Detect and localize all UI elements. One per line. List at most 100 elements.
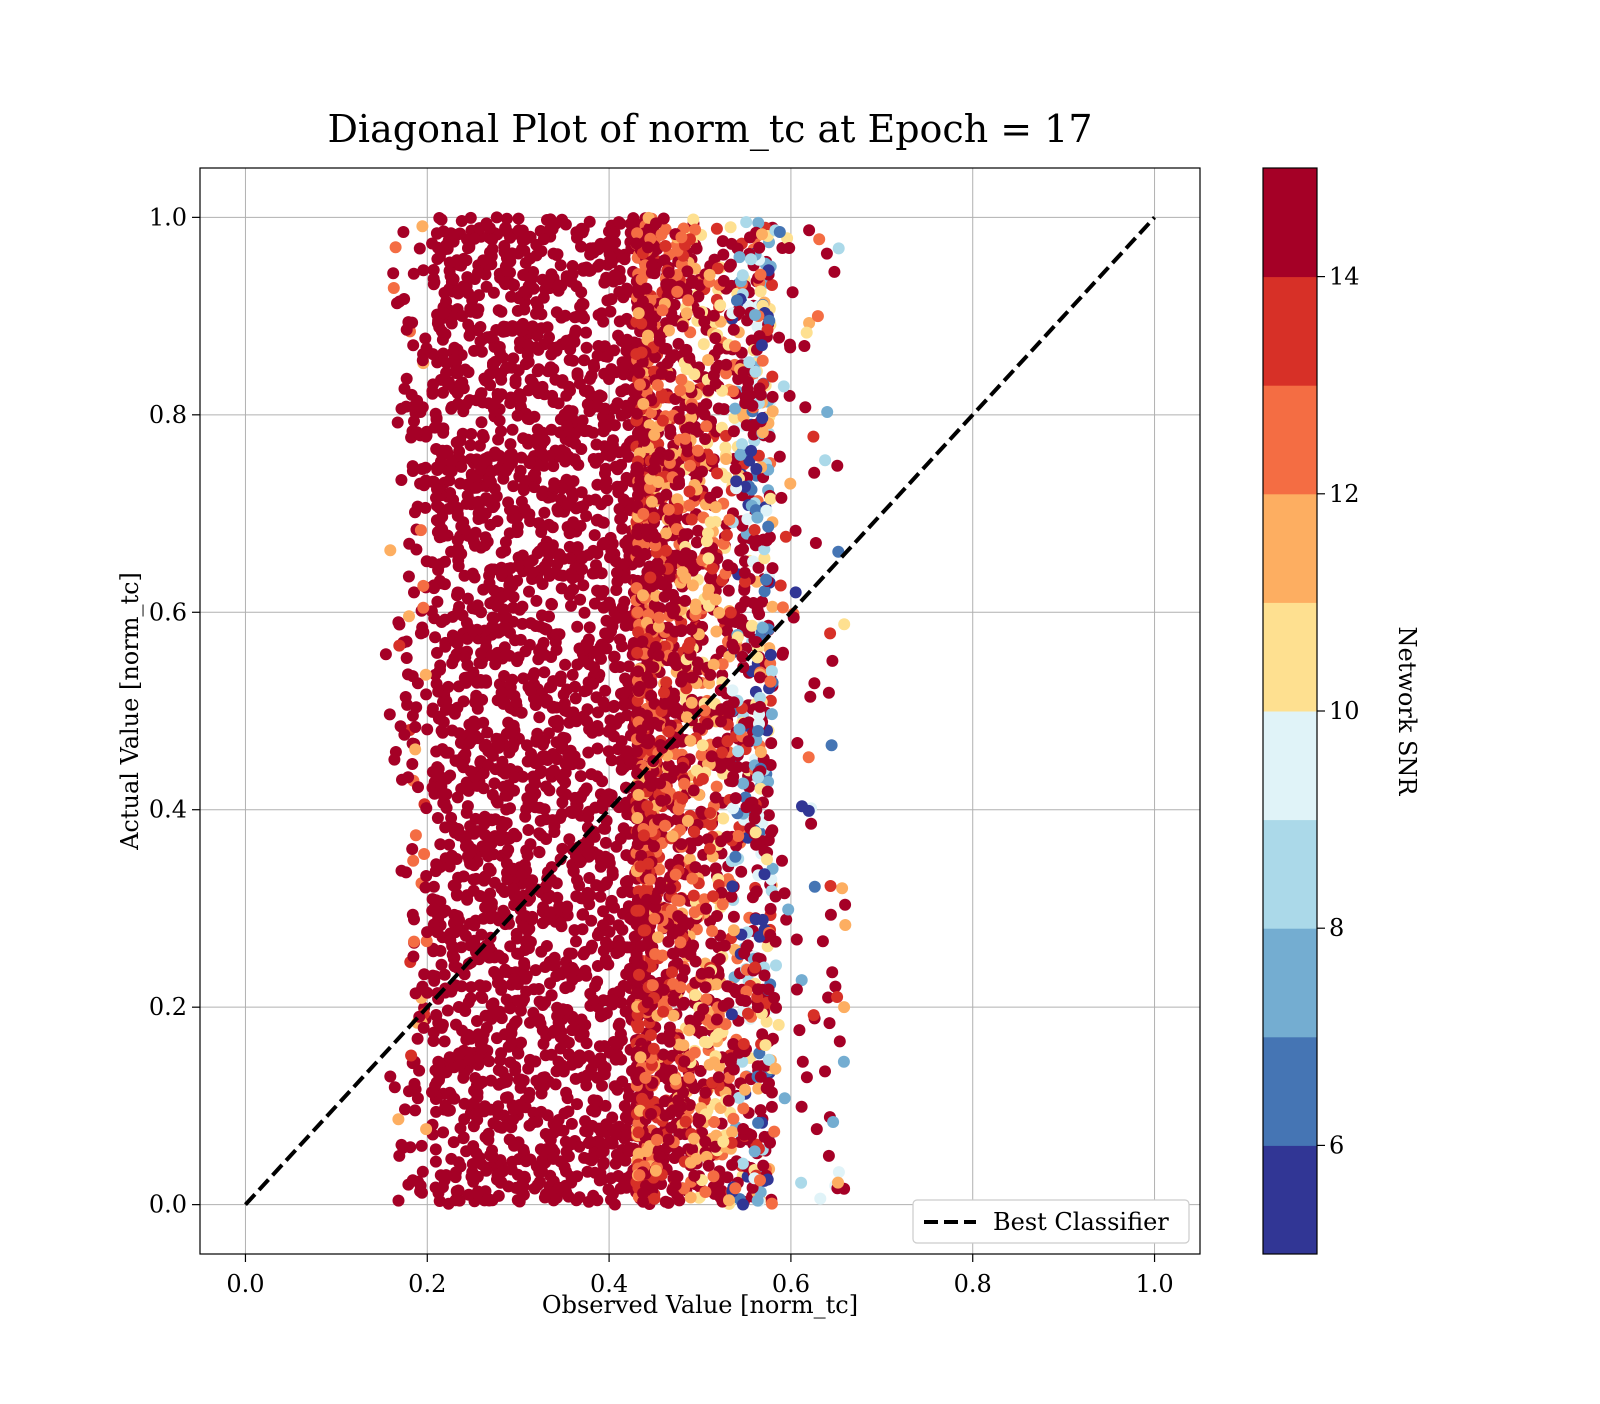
scatter-point: [723, 585, 735, 597]
scatter-point: [438, 528, 450, 540]
scatter-point: [538, 233, 550, 245]
scatter-point: [537, 1072, 549, 1084]
scatter-point: [538, 507, 550, 519]
scatter-point: [579, 607, 591, 619]
scatter-point: [389, 1081, 401, 1093]
scatter-point: [527, 670, 539, 682]
scatter-point: [713, 1071, 725, 1083]
scatter-point: [582, 847, 594, 859]
scatter-point: [551, 628, 563, 640]
scatter-point: [533, 846, 545, 858]
scatter-point: [737, 1123, 749, 1135]
scatter-point: [417, 580, 429, 592]
scatter-point: [613, 286, 625, 298]
scatter-point: [431, 768, 443, 780]
scatter-point: [566, 1118, 578, 1130]
scatter-point: [682, 815, 694, 827]
scatter-point: [396, 865, 408, 877]
scatter-point: [728, 924, 740, 936]
scatter-point: [660, 527, 672, 539]
scatter-point: [522, 824, 534, 836]
scatter-point: [584, 621, 596, 633]
scatter-point: [506, 1164, 518, 1176]
scatter-point: [601, 615, 613, 627]
scatter-point: [503, 588, 515, 600]
scatter-point: [711, 223, 723, 235]
scatter-point: [596, 775, 608, 787]
scatter-point: [585, 242, 597, 254]
scatter-point: [393, 640, 405, 652]
scatter-point: [642, 719, 654, 731]
scatter-point: [668, 1010, 680, 1022]
scatter-point: [551, 1121, 563, 1133]
scatter-point: [511, 948, 523, 960]
scatter-point: [407, 951, 419, 963]
scatter-point: [711, 910, 723, 922]
scatter-point: [728, 425, 740, 437]
scatter-point: [700, 420, 712, 432]
scatter-point: [540, 1049, 552, 1061]
scatter-point: [616, 924, 628, 936]
scatter-point: [524, 1017, 536, 1029]
scatter-point: [430, 1156, 442, 1168]
scatter-point: [390, 241, 402, 253]
scatter-point: [498, 240, 510, 252]
scatter-point: [387, 267, 399, 279]
scatter-point: [502, 462, 514, 474]
scatter-point: [556, 796, 568, 808]
scatter-point: [537, 1024, 549, 1036]
scatter-point: [603, 597, 615, 609]
scatter-point: [600, 475, 612, 487]
scatter-point: [660, 240, 672, 252]
scatter-point: [431, 227, 443, 239]
scatter-point: [731, 295, 743, 307]
scatter-point: [512, 526, 524, 538]
scatter-point: [589, 1106, 601, 1118]
scatter-point: [404, 1141, 416, 1153]
scatter-point: [461, 807, 473, 819]
scatter-point: [595, 891, 607, 903]
scatter-point: [569, 750, 581, 762]
scatter-point: [582, 1166, 594, 1178]
scatter-point: [603, 1183, 615, 1195]
scatter-point: [552, 716, 564, 728]
scatter-point: [720, 453, 732, 465]
scatter-point: [403, 538, 415, 550]
scatter-point: [495, 1077, 507, 1089]
scatter-point: [594, 1052, 606, 1064]
scatter-point: [478, 373, 490, 385]
scatter-point: [556, 786, 568, 798]
scatter-point: [517, 269, 529, 281]
scatter-point: [732, 830, 744, 842]
scatter-point: [740, 216, 752, 228]
scatter-point: [699, 1087, 711, 1099]
scatter-point: [476, 416, 488, 428]
scatter-point: [446, 465, 458, 477]
scatter-point: [735, 866, 747, 878]
scatter-point: [727, 385, 739, 397]
scatter-point: [586, 727, 598, 739]
scatter-point: [440, 1169, 452, 1181]
scatter-point: [420, 462, 432, 474]
scatter-point: [575, 443, 587, 455]
scatter-point: [742, 383, 754, 395]
scatter-point: [588, 994, 600, 1006]
scatter-point: [416, 1140, 428, 1152]
scatter-point: [642, 996, 654, 1008]
scatter-point: [561, 903, 573, 915]
scatter-point: [733, 306, 745, 318]
scatter-point: [403, 610, 415, 622]
scatter-point: [534, 802, 546, 814]
scatter-point: [612, 463, 624, 475]
scatter-point: [739, 1084, 751, 1096]
scatter-point: [606, 1112, 618, 1124]
scatter-point: [452, 638, 464, 650]
scatter-point: [421, 555, 433, 567]
scatter-point: [469, 572, 481, 584]
scatter-point: [609, 1199, 621, 1211]
scatter-point: [410, 987, 422, 999]
scatter-point: [516, 707, 528, 719]
scatter-point: [518, 286, 530, 298]
scatter-point: [487, 358, 499, 370]
scatter-point: [614, 1018, 626, 1030]
